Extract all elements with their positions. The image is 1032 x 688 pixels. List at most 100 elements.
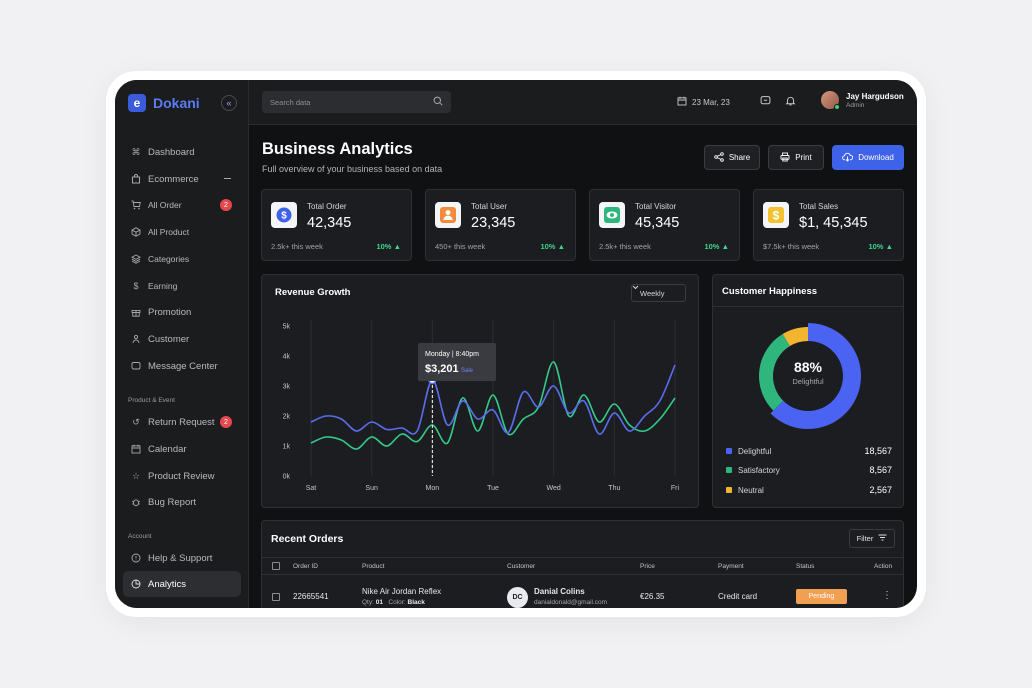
dollar-icon: $ xyxy=(763,202,789,228)
order-id: 22665541 xyxy=(293,592,329,601)
y-tick-label: 4k xyxy=(283,354,291,361)
x-tick-label: Wed xyxy=(547,485,561,492)
sidebar-item-calendar[interactable]: Calendar xyxy=(123,437,241,461)
stat-label: Total Order xyxy=(307,202,347,211)
filter-label: Filter xyxy=(856,534,874,543)
sidebar-item-dashboard[interactable]: ⌘ Dashboard xyxy=(123,140,241,164)
arrow-up-icon: ▲ xyxy=(557,242,565,251)
revenue-title: Revenue Growth xyxy=(275,287,351,298)
sidebar-item-earning[interactable]: $ Earning xyxy=(123,274,241,298)
donut-slice-delightful[interactable] xyxy=(770,323,861,429)
stat-change: 10% ▲ xyxy=(376,242,401,251)
stat-card-total-sales[interactable]: $ Total Sales $1, 45,345 $7.5k+ this wee… xyxy=(753,189,904,261)
row-checkbox[interactable] xyxy=(272,593,280,601)
stat-card-total-order[interactable]: $ Total Order 42,345 2.5k+ this week 10%… xyxy=(261,189,412,261)
stat-label: Total User xyxy=(471,202,508,211)
stat-value: $1, 45,345 xyxy=(799,215,868,231)
happiness-title: Customer Happiness xyxy=(722,286,818,297)
help-icon xyxy=(131,553,141,563)
sidebar-item-label: Calendar xyxy=(148,443,187,455)
share-button[interactable]: Share xyxy=(704,145,760,170)
sidebar-item-all-order[interactable]: All Order 2 xyxy=(123,193,241,217)
search-input[interactable] xyxy=(270,97,433,107)
brand-name: Dokani xyxy=(153,95,200,111)
page-subtitle: Full overview of your business based on … xyxy=(262,164,443,174)
legend-swatch xyxy=(726,448,732,454)
sidebar-item-label: Bug Report xyxy=(148,496,197,508)
sidebar-item-all-product[interactable]: All Product xyxy=(123,220,241,244)
sidebar-item-label: Message Center xyxy=(148,360,218,372)
y-tick-label: 0k xyxy=(283,474,291,481)
donut-slice-neutral[interactable] xyxy=(782,327,809,347)
search-icon[interactable] xyxy=(433,93,443,111)
x-tick-label: Tue xyxy=(487,485,499,492)
donut-center: 88% Delightful xyxy=(758,359,858,386)
message-icon xyxy=(131,361,141,371)
stat-sub: 2.5k+ this week xyxy=(271,242,323,251)
user-role: Admin xyxy=(846,101,865,109)
star-icon: ☆ xyxy=(131,470,141,481)
customer-happiness-card: Customer Happiness 88% Delightful Deligh… xyxy=(712,274,904,508)
happiness-header: Customer Happiness xyxy=(713,275,903,307)
stat-card-total-visitor[interactable]: Total Visitor 45,345 2.5k+ this week 10%… xyxy=(589,189,740,261)
filter-button[interactable]: Filter xyxy=(849,529,895,548)
stat-value: 23,345 xyxy=(471,215,516,231)
legend-value: 2,567 xyxy=(869,485,892,495)
sidebar-item-label: Dashboard xyxy=(148,146,195,158)
column-header: Product xyxy=(362,563,385,570)
sidebar-item-help-support[interactable]: Help & Support xyxy=(123,546,241,570)
stat-sub: $7.5k+ this week xyxy=(763,242,820,251)
recent-orders-card: Recent Orders Filter Order ID Product Cu… xyxy=(261,520,904,608)
sidebar-item-categories[interactable]: Categories xyxy=(123,247,241,271)
eye-icon xyxy=(599,202,625,228)
bug-icon xyxy=(131,497,141,507)
search-box[interactable] xyxy=(262,91,451,113)
calendar-icon xyxy=(677,96,687,108)
user-name: Jay Hargudson xyxy=(846,91,904,101)
stat-label: Total Sales xyxy=(799,202,839,211)
legend-swatch xyxy=(726,467,732,473)
product-meta: Qty: 01 Color: Black xyxy=(362,599,425,606)
sidebar-item-customer[interactable]: Customer xyxy=(123,327,241,351)
sidebar-item-analytics[interactable]: Analytics xyxy=(123,571,241,597)
sidebar-item-promotion[interactable]: Promotion xyxy=(123,300,241,324)
sidebar-item-ecommerce[interactable]: Ecommerce xyxy=(123,167,241,191)
stat-change: 10% ▲ xyxy=(704,242,729,251)
legend-item-delightful: Delightful 18,567 xyxy=(726,445,892,457)
legend-label: Delightful xyxy=(738,446,772,456)
sidebar-item-product-review[interactable]: ☆ Product Review xyxy=(123,464,241,488)
sidebar: e Dokani « ⌘ Dashboard Ecommerce All Ord… xyxy=(115,80,249,608)
sidebar-item-return-request[interactable]: ↺ Return Request 2 xyxy=(123,410,241,434)
arrow-up-icon: ▲ xyxy=(885,242,893,251)
legend-label: Satisfactory xyxy=(738,465,780,475)
stat-card-total-user[interactable]: Total User 23,345 450+ this week 10% ▲ xyxy=(425,189,576,261)
user-menu[interactable]: Jay Hargudson Admin xyxy=(821,91,904,110)
table-header: Order ID Product Customer Price Payment … xyxy=(262,557,903,575)
more-actions-icon[interactable]: ⋮ xyxy=(882,590,892,601)
period-select[interactable]: Weekly xyxy=(631,284,686,302)
collapse-sidebar-button[interactable]: « xyxy=(221,95,237,111)
date-display[interactable]: 23 Mar, 23 xyxy=(677,96,730,108)
column-header: Action xyxy=(874,563,893,570)
donut-slice-satisfactory[interactable] xyxy=(759,334,791,411)
tooltip-value: $3,201 xyxy=(425,363,459,375)
gift-icon xyxy=(131,307,141,317)
dollar-icon: $ xyxy=(133,281,139,291)
svg-text:$: $ xyxy=(773,209,780,223)
sidebar-item-message-center[interactable]: Message Center xyxy=(123,354,241,378)
print-button[interactable]: Print xyxy=(768,145,824,170)
y-tick-label: 5k xyxy=(283,324,291,331)
brand[interactable]: e Dokani xyxy=(128,94,200,112)
tooltip-tag: Sale xyxy=(461,368,474,374)
stat-change: 10% ▲ xyxy=(868,242,893,251)
notifications-button[interactable] xyxy=(784,96,796,108)
calendar-icon xyxy=(131,444,141,454)
return-icon: ↺ xyxy=(132,416,140,427)
select-all-checkbox[interactable] xyxy=(272,562,280,570)
sidebar-item-bug-report[interactable]: Bug Report xyxy=(123,490,241,514)
messages-button[interactable] xyxy=(759,96,771,108)
stat-sub: 2.5k+ this week xyxy=(599,242,651,251)
column-header: Order ID xyxy=(293,563,318,570)
column-header: Payment xyxy=(718,563,744,570)
download-button[interactable]: Download xyxy=(832,145,904,170)
